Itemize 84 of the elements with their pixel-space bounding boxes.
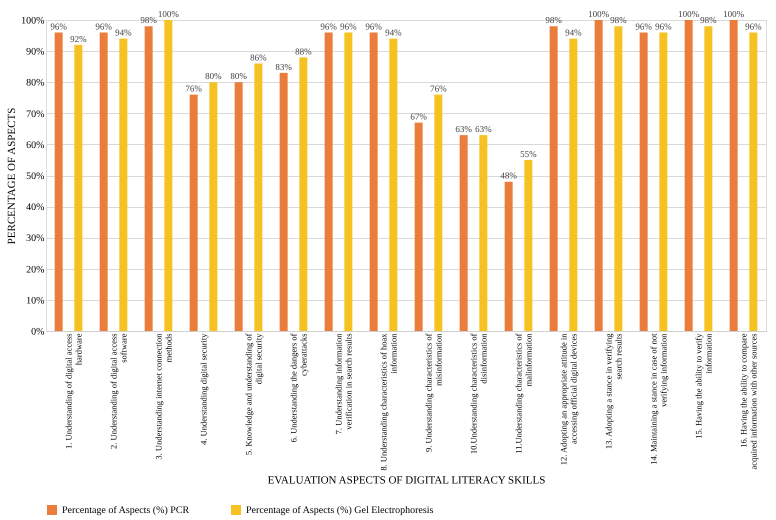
x-tick-label: 2. Understanding of digital access software — [108, 333, 128, 449]
data-label: 98% — [545, 15, 562, 26]
bar — [254, 64, 262, 331]
data-label: 96% — [95, 21, 112, 32]
y-tick-label: 80% — [26, 78, 44, 89]
data-label: 98% — [140, 15, 158, 26]
bar — [54, 32, 63, 331]
bar — [164, 20, 172, 331]
bar — [324, 32, 333, 331]
bar — [749, 32, 758, 331]
data-label: 96% — [745, 21, 762, 32]
data-label: 63% — [455, 124, 472, 134]
bar — [190, 94, 198, 331]
data-label: 76% — [185, 84, 202, 94]
bar — [569, 38, 578, 331]
data-label: 94% — [115, 28, 132, 38]
data-label: 80% — [205, 71, 222, 82]
data-label: 88% — [295, 46, 312, 56]
data-label: 98% — [610, 15, 628, 26]
bar — [414, 122, 423, 331]
y-tick-label: 10% — [26, 295, 44, 306]
x-tick-label: 1. Understanding of digital access hardware — [64, 333, 84, 449]
data-label: 100% — [158, 9, 180, 19]
bar — [594, 20, 603, 331]
bar — [684, 20, 693, 331]
y-tick-label: 70% — [26, 108, 44, 120]
data-label: 83% — [275, 62, 292, 72]
x-tick-label: 3. Understanding internet connection methods — [154, 332, 174, 460]
data-label: 96% — [320, 21, 338, 32]
data-label: 63% — [475, 124, 492, 134]
bar — [144, 26, 153, 331]
data-label: 48% — [500, 170, 518, 181]
bar — [74, 44, 82, 331]
bar — [119, 38, 128, 331]
y-tick-label: 0% — [31, 326, 44, 338]
bar — [640, 32, 648, 331]
x-tick-label: 4. Understanding digital security — [198, 332, 208, 445]
bar — [614, 26, 622, 331]
data-label: 92% — [70, 34, 88, 44]
bar — [370, 32, 378, 331]
data-label: 96% — [340, 21, 358, 32]
bar — [659, 32, 668, 331]
data-label: 86% — [250, 52, 268, 63]
data-label: 96% — [635, 21, 652, 32]
data-label: 96% — [365, 21, 382, 32]
bar — [100, 32, 108, 331]
data-label: 100% — [723, 9, 745, 19]
bar — [460, 135, 468, 331]
data-label: 96% — [655, 21, 672, 32]
bar — [730, 20, 738, 331]
data-label: 94% — [385, 28, 402, 38]
bar — [234, 82, 243, 331]
bar — [704, 26, 712, 331]
bar — [434, 94, 442, 331]
bar — [389, 38, 398, 331]
bar — [479, 135, 488, 331]
y-tick-label: 20% — [26, 264, 44, 276]
legend-label: Percentage of Aspects (%) PCR — [62, 505, 190, 516]
data-label: 98% — [700, 15, 718, 26]
data-label: 100% — [588, 9, 610, 19]
data-label: 80% — [230, 71, 248, 82]
bar — [504, 182, 513, 331]
x-axis-title: EVALUATION ASPECTS OF DIGITAL LITERACY SKILLS — [268, 474, 546, 487]
data-label: 76% — [430, 84, 448, 94]
x-tick-label: 5. Knowledge and understanding of digital security — [244, 332, 264, 456]
data-label: 100% — [678, 9, 700, 19]
bar — [280, 72, 288, 331]
data-label: 67% — [410, 112, 428, 122]
legend-label: Percentage of Aspects (%) Gel Electrophoresis — [246, 505, 434, 516]
y-axis-title: PERCENTAGE OF ASPECTS — [6, 108, 18, 244]
data-label: 96% — [50, 21, 68, 32]
bar — [524, 160, 532, 331]
y-tick-label: 100% — [21, 16, 44, 26]
y-tick-label: 90% — [26, 46, 44, 58]
data-label: 55% — [520, 148, 538, 159]
bar — [209, 82, 218, 331]
bar — [299, 57, 308, 331]
data-label: 94% — [565, 28, 582, 38]
bar — [550, 26, 558, 331]
y-tick-label: 30% — [26, 233, 44, 244]
bar — [344, 32, 352, 331]
y-tick-label: 60% — [26, 140, 44, 151]
y-tick-label: 40% — [26, 202, 44, 214]
y-tick-label: 50% — [26, 171, 44, 182]
